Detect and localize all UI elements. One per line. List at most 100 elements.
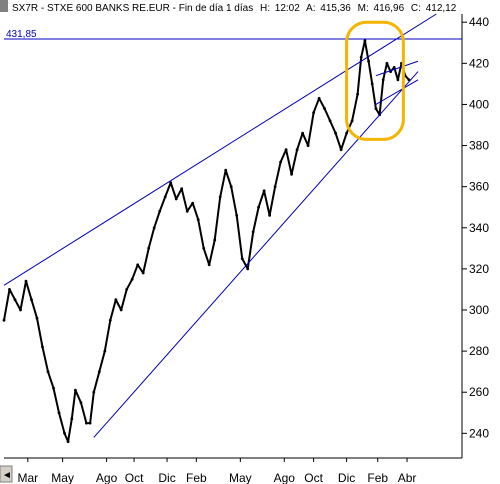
highlight-box [345, 20, 405, 141]
price-point [191, 201, 195, 205]
price-point [2, 318, 6, 322]
x-tick-label: May [51, 471, 74, 484]
price-point [163, 195, 167, 199]
price-point [158, 209, 162, 213]
y-tick-label: 400 [469, 97, 489, 111]
price-point [169, 181, 173, 185]
header-a-value: 415,36 [320, 3, 351, 14]
y-tick-label: 340 [469, 221, 489, 235]
price-point [119, 308, 123, 312]
x-tick-label: May [229, 471, 252, 484]
price-point [262, 189, 266, 193]
price-point [295, 148, 299, 152]
price-point [224, 168, 228, 172]
reference-line-label: 431,85 [6, 29, 37, 40]
price-point [301, 131, 304, 135]
y-tick-label: 240 [469, 426, 489, 440]
price-point [85, 421, 88, 425]
svg-text:SX7R - STXE 600 BANKS RE.EUR -: SX7R - STXE 600 BANKS RE.EUR - Fin de dí… [12, 3, 457, 14]
price-point [24, 279, 28, 283]
price-point [240, 257, 244, 260]
price-point [359, 55, 363, 59]
price-point [279, 160, 282, 164]
price-point [196, 218, 200, 222]
price-point [63, 431, 66, 435]
price-point [273, 185, 277, 189]
price-point [356, 92, 359, 96]
header-h-value: 12:02 [275, 3, 300, 14]
header-c-value: 412,12 [426, 3, 457, 14]
price-point [290, 172, 293, 176]
price-point [306, 144, 310, 148]
price-point [114, 298, 118, 302]
header-h-label: H: [260, 3, 270, 14]
price-point [374, 107, 378, 110]
y-tick-label: 280 [469, 344, 489, 358]
price-point [92, 390, 96, 394]
price-point [74, 388, 77, 392]
price-point [317, 96, 321, 100]
price-point [381, 78, 385, 82]
price-point [19, 308, 22, 312]
y-tick-label: 260 [469, 385, 489, 399]
price-point [328, 119, 332, 123]
price-point [345, 131, 348, 135]
price-point [30, 298, 33, 302]
x-tick-label: Dic [338, 471, 355, 484]
price-point [385, 61, 389, 65]
highlight-group [345, 20, 405, 141]
price-point [284, 148, 288, 152]
price-point [207, 263, 211, 267]
price-point [235, 214, 239, 217]
price-point [141, 271, 145, 275]
price-point [251, 230, 255, 234]
price-point [350, 119, 354, 123]
price-point [268, 214, 271, 217]
price-point [246, 267, 250, 271]
header-c-label: C: [411, 3, 421, 14]
price-point [79, 401, 83, 404]
price-point [97, 370, 101, 374]
scroll-left-icon[interactable]: ◄ [2, 470, 12, 481]
price-point [334, 131, 337, 135]
price-point [339, 148, 343, 152]
y-tick-label: 440 [469, 15, 489, 29]
header-m-label: M: [358, 3, 369, 14]
price-point [103, 349, 107, 353]
scroll-control[interactable]: ◄ [0, 465, 13, 483]
x-tick-label: Dic [158, 471, 175, 484]
x-tick-label: Feb [186, 471, 207, 484]
price-point [8, 288, 11, 291]
scroll-left-button[interactable] [0, 465, 13, 483]
price-point [13, 298, 17, 302]
price-point [363, 39, 367, 43]
price-point [185, 209, 189, 213]
price-point [213, 238, 217, 242]
y-tick-label: 420 [469, 56, 489, 70]
price-point [323, 107, 326, 110]
price-point [66, 440, 70, 443]
x-tick-label: Oct [125, 471, 144, 484]
price-point [70, 417, 74, 421]
price-point [180, 187, 184, 191]
price-point [392, 66, 396, 69]
price-point [130, 277, 134, 281]
price-point [218, 195, 222, 199]
price-point [108, 318, 112, 322]
price-point [41, 345, 44, 349]
plot-area [4, 14, 463, 459]
y-tick-label: 380 [469, 139, 489, 153]
header-title: SX7R - STXE 600 BANKS RE.EUR - Fin de dí… [12, 3, 253, 14]
price-point [147, 246, 151, 250]
price-point [152, 226, 156, 230]
price-point [367, 59, 370, 63]
x-tick-label: Oct [304, 471, 323, 484]
trend-line-short-bottom [375, 79, 419, 105]
price-series [2, 39, 411, 443]
x-tick-label: Mar [17, 471, 38, 484]
price-point [312, 111, 315, 115]
trend-lines [3, 13, 437, 438]
price-point [174, 197, 178, 201]
